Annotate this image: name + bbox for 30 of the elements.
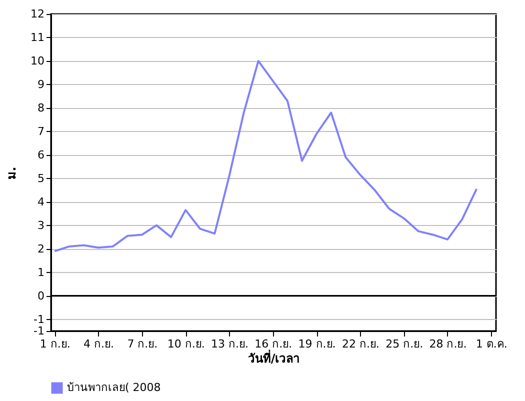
x-tick-label: 7 ก.ย. [127,338,158,350]
y-tick-label: 5 [38,172,44,185]
x-tick-label: 13 ก.ย. [210,338,248,350]
x-tick-label: 16 ก.ย. [254,338,292,350]
y-tick-label: 7 [38,124,44,138]
y-tick-label: 0 [38,289,44,302]
y-tick-label: -1 [34,324,44,338]
x-axis-title: วันที่/เวลา [248,350,300,366]
y-axis-title: ม. [4,166,19,180]
y-tick-label: 12 [30,8,44,20]
y-tick-label: 9 [38,78,44,91]
y-tick-label: -1 [34,312,44,326]
x-tick-label: 25 ก.ย. [386,338,424,350]
y-tick-label: 6 [38,148,44,162]
x-tick-label: 1 ต.ค. [476,338,508,350]
x-tick-label: 10 ก.ย. [167,338,205,350]
x-tick-label: 4 ก.ย. [84,338,114,350]
y-tick-label: 10 [30,54,44,68]
x-tick-label: 28 ก.ย. [429,338,467,350]
y-tick-label: 4 [38,195,44,208]
y-tick-label: 11 [30,30,44,44]
x-tick-label: 22 ก.ย. [342,338,380,350]
y-tick-label: 2 [38,242,44,256]
x-tick-label: 19 ก.ย. [298,338,336,350]
y-tick-label: 1 [38,266,44,279]
y-tick-label: 3 [38,218,44,232]
line-series [54,60,478,252]
x-tick-label: 1 ก.ย. [40,338,70,350]
legend-label: บ้านพากเลย( 2008 [67,381,161,394]
y-tick-label: 8 [38,101,44,114]
